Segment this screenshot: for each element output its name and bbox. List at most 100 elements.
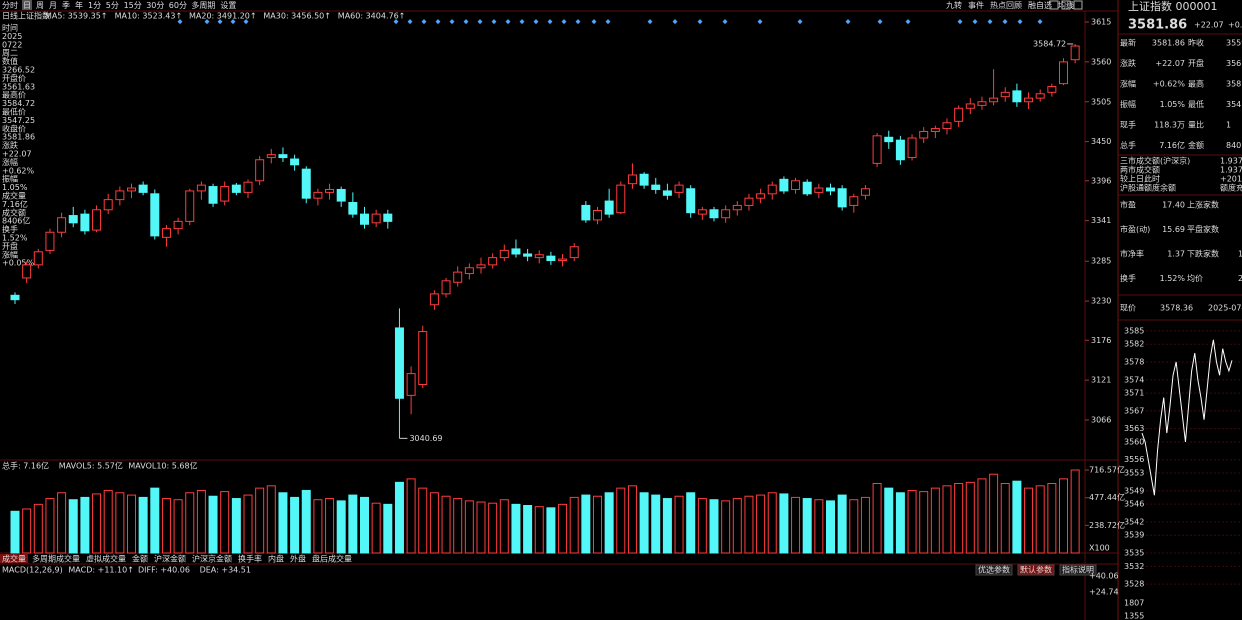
toolbar-tab[interactable]: 分时 [2,0,18,10]
event-marker[interactable] [647,19,653,25]
intraday-line [1141,339,1233,496]
event-marker[interactable] [533,19,539,25]
event-marker[interactable] [407,19,413,25]
quote-value: 1.52% [1160,274,1186,283]
volume-bar [22,508,32,554]
event-marker[interactable] [575,19,581,25]
event-marker[interactable] [972,19,978,25]
macd-header: DIFF: +40.06 [138,566,190,575]
volume-tab[interactable]: 虚拟成交量 [86,554,126,564]
volume-bar [767,492,777,554]
volume-tab[interactable]: 沪深金额 [154,554,186,564]
volume-bar [697,498,707,554]
toolbar-icon[interactable] [1061,0,1071,10]
info-label: 开盘 [2,241,18,251]
toolbar-tab[interactable]: 周 [36,1,44,10]
quote-value: 1 [1226,121,1231,130]
indicator-button[interactable] [975,564,1013,576]
volume-bar [360,496,369,554]
event-marker[interactable] [505,19,511,25]
toolbar-button[interactable]: 均线 [1058,0,1074,10]
quote-label: 市净率 [1120,249,1144,259]
indicator-button-label[interactable]: 默认参数 [1020,565,1052,575]
event-marker[interactable] [547,19,553,25]
indicator-button-label[interactable]: 优选参数 [978,565,1010,575]
event-marker[interactable] [987,19,993,25]
y-tick-label: 3285 [1091,257,1111,266]
event-marker[interactable] [697,19,703,25]
volume-tab[interactable]: 沪深京金额 [192,554,232,564]
event-marker[interactable] [905,19,911,25]
toolbar-tab[interactable]: 日 [23,1,31,10]
volume-tab[interactable]: 成交量 [2,554,26,564]
event-marker[interactable] [393,19,399,25]
toolbar-tab[interactable]: 30分 [146,1,164,10]
event-marker[interactable] [435,19,441,25]
volume-tab[interactable]: 换手率 [238,554,262,564]
toolbar-tab[interactable]: 1分 [88,1,101,10]
toolbar-tab[interactable]: 季 [62,0,70,10]
volume-bar [651,494,661,554]
volume-bar [616,487,626,554]
toolbar-button[interactable]: 事件 [968,0,984,10]
toolbar-button[interactable]: 融自选 [1028,0,1052,10]
event-marker[interactable] [421,19,427,25]
candle-body [616,184,626,214]
event-marker[interactable] [591,19,597,25]
info-label: 收盘价 [2,123,26,133]
indicator-button-label[interactable]: 指标说明 [1062,565,1094,575]
volume-bar [92,493,102,554]
toolbar-tab[interactable]: 5分 [106,1,119,10]
volume-bar [476,501,486,554]
event-marker[interactable] [845,19,851,25]
event-marker[interactable] [561,19,567,25]
event-marker[interactable] [722,19,728,25]
candle-body [383,213,393,222]
indicator-button[interactable] [1059,564,1097,576]
toolbar-button[interactable]: 九转 [946,0,962,10]
volume-bar [965,481,975,554]
event-marker[interactable] [877,19,883,25]
volume-tab[interactable]: 盘后成交量 [312,554,352,564]
event-marker[interactable] [757,19,763,25]
event-marker[interactable] [1017,19,1023,25]
toolbar-icon[interactable] [1073,0,1083,10]
quote-value: 24 [1238,274,1242,283]
candle-body [558,258,568,262]
quote-label: 金额 [1188,140,1204,150]
volume-bar [313,499,323,554]
mini-tick-label: 3560 [1124,437,1144,446]
now-date: 2025-07-22 [1208,304,1242,313]
candle-body [744,197,754,206]
candle-body [441,280,451,295]
toolbar-tab[interactable]: 年 [75,0,83,10]
event-marker[interactable] [1037,19,1043,25]
event-marker[interactable] [491,19,497,25]
event-marker[interactable] [519,19,525,25]
toolbar-tab[interactable]: 多周期 [191,0,215,10]
toolbar-tab[interactable]: 15分 [124,1,142,10]
event-marker[interactable] [449,19,455,25]
toolbar-tab[interactable]: 月 [49,1,57,10]
volume-bar [441,495,451,554]
toolbar-button[interactable]: 热点回顾 [990,0,1022,10]
event-marker[interactable] [672,19,678,25]
volume-tab[interactable]: 内盘 [268,554,284,564]
toolbar-tab[interactable]: 设置 [220,0,236,10]
volume-tab[interactable]: 外盘 [290,554,306,564]
event-marker[interactable] [1002,19,1008,25]
candle-body [360,213,369,225]
event-marker[interactable] [605,19,611,25]
indicator-button[interactable] [1017,564,1055,576]
toolbar-tab[interactable]: 60分 [169,1,187,10]
volume-tab[interactable]: 多周期成交量 [32,554,80,564]
volume-tab[interactable]: 金额 [132,554,148,564]
mini-tick-label: 3571 [1124,389,1144,398]
candle-body [942,122,952,130]
event-marker[interactable] [797,19,803,25]
volume-bar [10,510,20,554]
event-marker[interactable] [957,19,963,25]
toolbar-icon[interactable] [1049,0,1059,10]
event-marker[interactable] [463,19,469,25]
event-marker[interactable] [477,19,483,25]
